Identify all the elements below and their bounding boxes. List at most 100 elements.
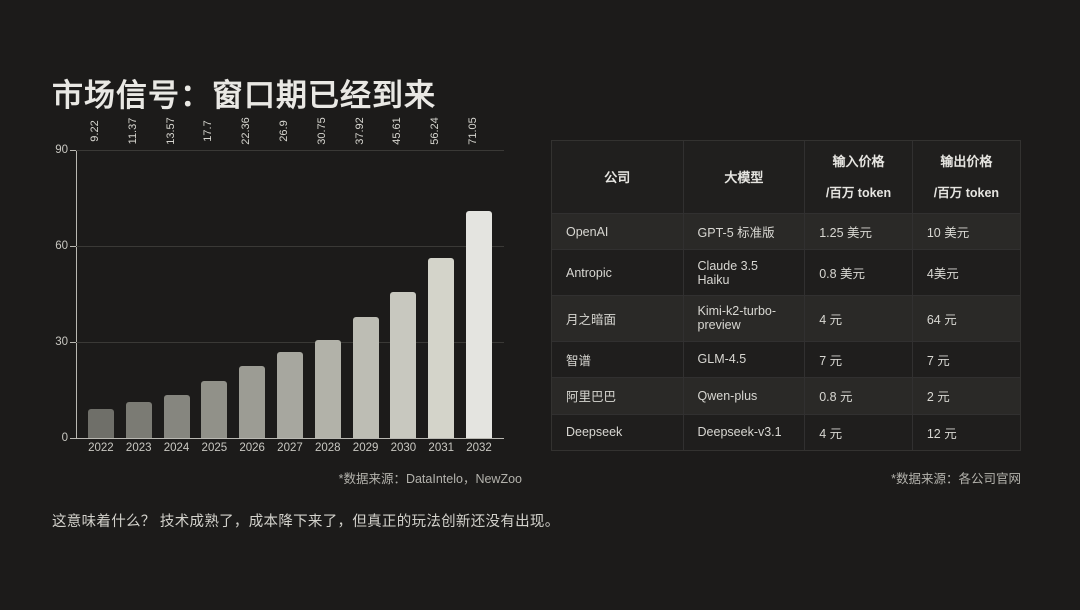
chart-bar-value-label: 17.7 (202, 120, 215, 142)
chart-bar-slot: 26.9 (271, 120, 309, 438)
chart-bar-value-label: 22.36 (240, 117, 253, 145)
x-axis-tick-label: 2029 (352, 442, 379, 454)
chart-bar-value-label: 30.75 (315, 117, 328, 145)
chart-bar-slot: 71.05 (460, 117, 498, 438)
chart-bar-slot: 9.22 (82, 120, 120, 438)
chart-bar-slot: 56.24 (422, 117, 460, 438)
model-pricing-table: 公司 大模型 输入价格 /百万 token 输出价格 /百万 token Ope… (551, 140, 1021, 451)
cell-input-price: 0.8 美元 (804, 249, 913, 297)
x-axis-tick-label: 2026 (239, 442, 265, 454)
chart-bar: 13.57 (163, 117, 190, 438)
cell-company: OpenAI (552, 213, 684, 251)
column-header-model: 大模型 (683, 141, 806, 214)
table-row: OpenAI GPT-5 标准版 1.25 美元 10 美元 (552, 213, 1020, 251)
footer-note: 这意味着什么？ 技术成熟了，成本降下来了，但真正的玩法创新还没有出现。 (52, 514, 560, 530)
chart-bar: 26.9 (276, 120, 303, 438)
chart-bar: 71.05 (466, 117, 493, 438)
x-axis-tick-label: 2023 (125, 442, 152, 454)
chart-bar: 22.36 (239, 117, 266, 438)
y-axis-tick-label: 90 (55, 144, 68, 156)
gridline (76, 342, 504, 343)
chart-bar-slot: 13.57 (158, 117, 196, 438)
cell-input-price: 0.8 元 (804, 377, 913, 415)
page-title: 市场信号：窗口期已经到来 (52, 78, 436, 113)
x-axis-tick-label: 2024 (163, 442, 190, 454)
chart-bar-value-label: 37.92 (353, 117, 366, 145)
y-axis-tick (70, 342, 76, 343)
cell-input-price: 4 元 (804, 295, 913, 342)
y-axis-tick-label: 60 (55, 240, 68, 252)
gridline (76, 246, 504, 247)
column-header-input-price-unit: /百万 token (825, 186, 892, 200)
table-header-row: 公司 大模型 输入价格 /百万 token 输出价格 /百万 token (552, 141, 1020, 214)
x-axis-tick-label: 2032 (466, 442, 492, 454)
chart-bar: 30.75 (314, 117, 341, 438)
chart-bar-value-label: 56.24 (429, 117, 442, 145)
x-axis-tick-label: 2025 (201, 442, 228, 454)
x-axis-tick-label: 2022 (88, 442, 114, 454)
chart-bar-slot: 37.92 (347, 117, 385, 438)
cell-output-price: 64 元 (912, 295, 1020, 342)
cell-input-price: 7 元 (804, 341, 913, 379)
chart-bar-slot: 45.61 (385, 117, 423, 438)
x-axis-tick-label: 2031 (428, 442, 455, 454)
cell-input-price: 4 元 (804, 414, 913, 450)
chart-x-axis (76, 438, 504, 439)
y-axis-tick (70, 150, 76, 151)
table-row: 月之暗面 Kimi-k2-turbo-preview 4 元 64 元 (552, 295, 1020, 342)
cell-model: Claude 3.5 Haiku (683, 249, 806, 297)
cell-model: GPT-5 标准版 (683, 213, 806, 251)
x-axis-tick-label: 2027 (277, 442, 303, 454)
cell-output-price: 7 元 (912, 341, 1020, 379)
column-header-output-price: 输出价格 /百万 token (912, 141, 1020, 214)
table-row: Deepseek Deepseek-v3.1 4 元 12 元 (552, 414, 1020, 450)
cell-company: Antropic (552, 249, 684, 297)
x-axis-tick-label: 2028 (314, 442, 341, 454)
chart-bar-slot: 11.37 (120, 118, 158, 438)
chart-bars: 9.22 11.37 13.57 17.7 22.36 26.9 30.75 37.92 45.… (76, 117, 504, 438)
cell-output-price: 12 元 (926, 426, 957, 441)
cell-input-price: 1.25 美元 (804, 213, 913, 251)
chart-bar: 17.7 (201, 120, 228, 438)
chart-bar: 11.37 (125, 118, 152, 438)
column-header-output-price-unit: /百万 token (933, 186, 1000, 200)
gridline (76, 150, 504, 151)
chart-bar-slot: 17.7 (195, 120, 233, 438)
chart-bar-value-label: 9.22 (88, 120, 101, 142)
chart-bar-value-label: 45.61 (391, 117, 404, 145)
cell-output-price: 2 元 (912, 377, 1020, 415)
chart-bar-value-label: 71.05 (467, 117, 480, 145)
column-header-input-price: 输入价格 /百万 token (804, 141, 913, 214)
chart-bar: 45.61 (390, 117, 417, 438)
y-axis-tick-label: 0 (61, 432, 68, 444)
cell-model: Qwen-plus (683, 377, 806, 415)
y-axis-tick-label: 30 (55, 336, 68, 348)
chart-bar-value-label: 11.37 (126, 117, 139, 145)
x-axis-tick-label: 2030 (390, 442, 417, 454)
cell-company: 阿里巴巴 (552, 377, 684, 415)
chart-bar-value-label: 26.9 (277, 120, 290, 142)
cell-model: GLM-4.5 (683, 341, 806, 379)
column-header-company: 公司 (552, 141, 684, 214)
cell-company: 智谱 (552, 341, 684, 379)
chart-y-axis (76, 150, 77, 438)
market-size-bar-chart: 0 30 60 90 9.22 11.37 13.57 17.7 22.36 26.9 30.75… (52, 117, 522, 460)
y-axis-tick (70, 246, 76, 247)
chart-bar-value-label: 13.57 (164, 117, 177, 145)
table-source-note: *数据来源：各公司官网 (891, 472, 1021, 486)
chart-bar: 37.92 (352, 117, 379, 438)
cell-company: Deepseek (552, 414, 684, 450)
y-axis-tick (70, 438, 76, 439)
chart-bar: 9.22 (87, 120, 114, 438)
cell-model: Kimi-k2-turbo-preview (683, 295, 806, 342)
chart-bar: 56.24 (428, 117, 455, 438)
cell-company: 月之暗面 (552, 295, 684, 342)
cell-model: Deepseek-v3.1 (683, 414, 806, 450)
chart-bar-slot: 30.75 (309, 117, 347, 438)
cell-output-price: 4美元 (912, 249, 1020, 297)
table-row: Antropic Claude 3.5 Haiku 0.8 美元 4美元 (552, 249, 1020, 297)
chart-x-tick-labels: 2022 2023 2024 2025 2026 2027 2028 2029 2030 2031… (76, 442, 504, 454)
